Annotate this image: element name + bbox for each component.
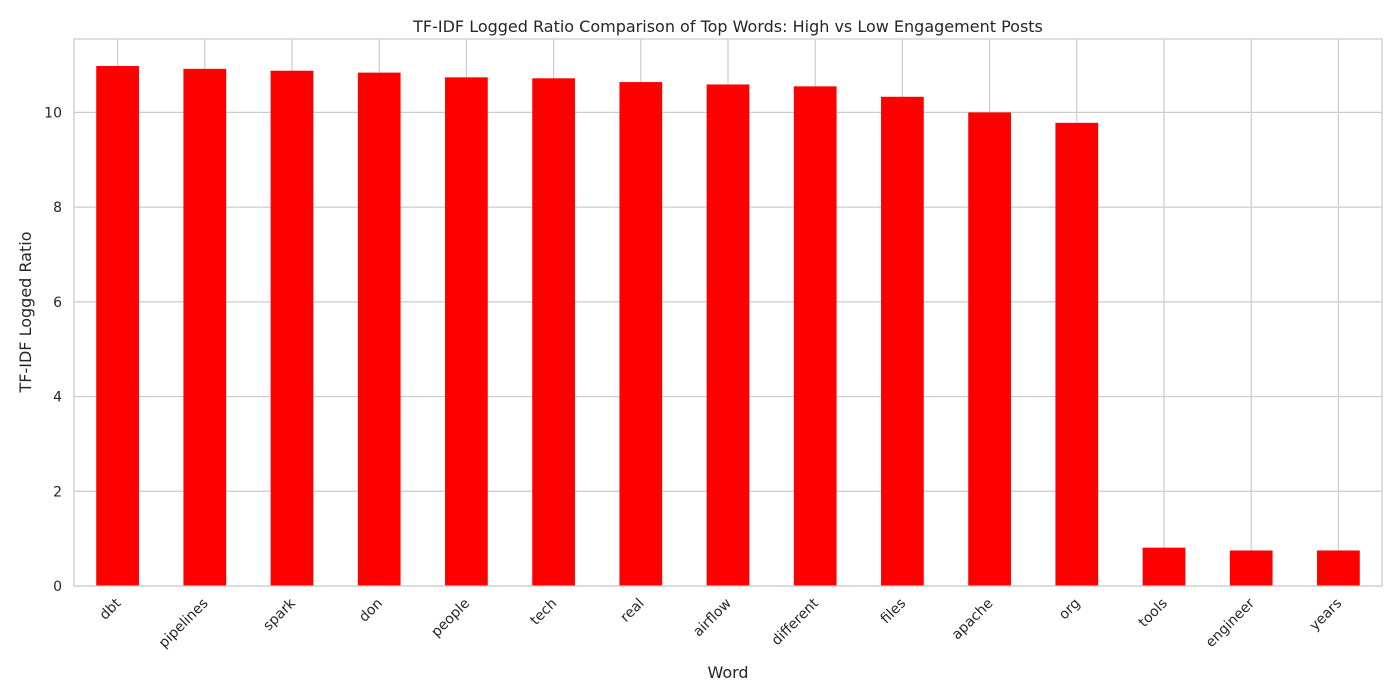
bars xyxy=(96,65,1360,587)
x-tick-label: pipelines xyxy=(156,596,212,652)
x-tick-label: apache xyxy=(949,596,997,644)
plot-frame xyxy=(73,38,1383,587)
bar-real xyxy=(619,82,663,586)
x-axis-ticks: dbt pipelines spark don people tech real airflo… xyxy=(97,595,1346,651)
x-tick-label: real xyxy=(618,596,648,626)
x-tick-label: files xyxy=(878,596,910,628)
bar-spark xyxy=(270,70,314,587)
bar-years xyxy=(1317,550,1360,586)
bar-airflow xyxy=(706,84,750,586)
y-axis-ticks: 0 2 4 6 8 10 xyxy=(44,105,62,595)
x-axis-label: Word xyxy=(707,663,748,682)
x-tick-label: engineer xyxy=(1203,595,1258,650)
y-tick-label: 8 xyxy=(53,200,62,216)
x-tick-label: dbt xyxy=(97,595,125,623)
bar-files xyxy=(881,96,924,587)
y-tick-label: 4 xyxy=(53,390,62,406)
bar-org xyxy=(1055,122,1099,586)
bar-different xyxy=(793,86,837,586)
x-tick-label: org xyxy=(1056,596,1084,624)
bar-engineer xyxy=(1229,550,1273,586)
y-axis-label: TF-IDF Logged Ratio xyxy=(16,232,35,394)
y-tick-label: 6 xyxy=(53,295,62,311)
x-tick-label: don xyxy=(356,596,386,626)
x-tick-label: spark xyxy=(260,595,299,634)
chart-title: TF-IDF Logged Ratio Comparison of Top Wo… xyxy=(412,17,1043,36)
x-tick-label: airflow xyxy=(690,596,735,641)
bar-dbt xyxy=(96,65,139,586)
bar-apache xyxy=(968,112,1011,587)
y-tick-label: 10 xyxy=(44,105,62,121)
y-tick-label: 0 xyxy=(53,579,62,595)
x-tick-label: different xyxy=(769,595,823,649)
bar-tech xyxy=(532,78,575,586)
y-tick-label: 2 xyxy=(53,484,62,500)
bar-tools xyxy=(1142,547,1186,586)
x-tick-label: tools xyxy=(1136,596,1171,631)
bar-pipelines xyxy=(183,68,227,586)
x-tick-label: people xyxy=(428,596,473,641)
bar-don xyxy=(357,72,401,586)
x-tick-label: tech xyxy=(527,596,560,629)
bar-people xyxy=(445,77,488,587)
x-tick-label: years xyxy=(1307,596,1346,635)
